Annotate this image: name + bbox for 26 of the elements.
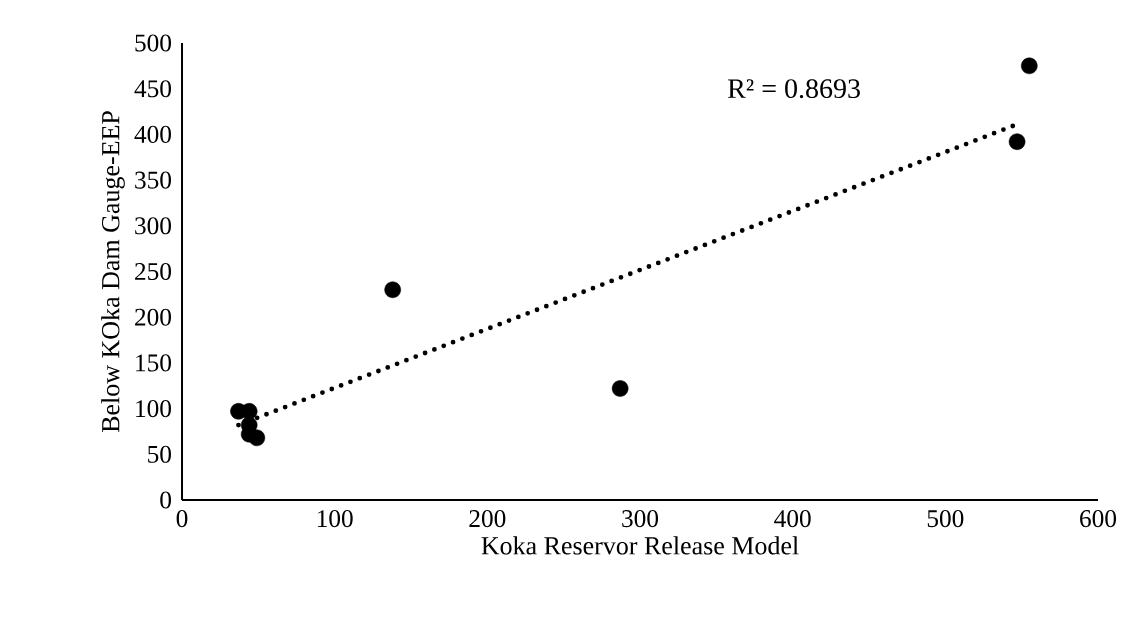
point bbox=[1008, 133, 1026, 150]
y-tick-label: 50 bbox=[148, 445, 171, 463]
y-tick-label: 300 bbox=[135, 217, 171, 235]
point bbox=[248, 429, 266, 447]
x-axis-title: Koka Reservor Release Model bbox=[481, 536, 799, 555]
y-tick-label: 400 bbox=[134, 125, 171, 143]
annotation: R² = 0.8693 bbox=[727, 79, 860, 99]
y-tick-label: 100 bbox=[136, 400, 171, 418]
y-tick-label: 150 bbox=[136, 354, 171, 372]
x-tick-label: 500 bbox=[927, 510, 964, 528]
y-axis-title: Below KOka Dam Gauge-EEP bbox=[101, 111, 125, 433]
point bbox=[384, 281, 401, 299]
x-tick-label: 200 bbox=[469, 510, 506, 528]
x-tick-label: 400 bbox=[774, 510, 811, 528]
point bbox=[611, 380, 629, 397]
y-tick-label: 350 bbox=[135, 171, 171, 189]
y-tick-label: 0 bbox=[160, 491, 171, 509]
y-tick-label: 450 bbox=[134, 80, 171, 98]
y-tick-label: 200 bbox=[135, 308, 171, 326]
x-tick-label: 100 bbox=[317, 510, 353, 528]
y-tick-label: 250 bbox=[135, 262, 171, 281]
point bbox=[1021, 57, 1038, 75]
x-tick-label: 300 bbox=[622, 510, 659, 528]
x-tick-label: 600 bbox=[1080, 510, 1117, 528]
x-tick-label: 0 bbox=[176, 510, 188, 528]
y-tick-label: 500 bbox=[135, 34, 171, 52]
